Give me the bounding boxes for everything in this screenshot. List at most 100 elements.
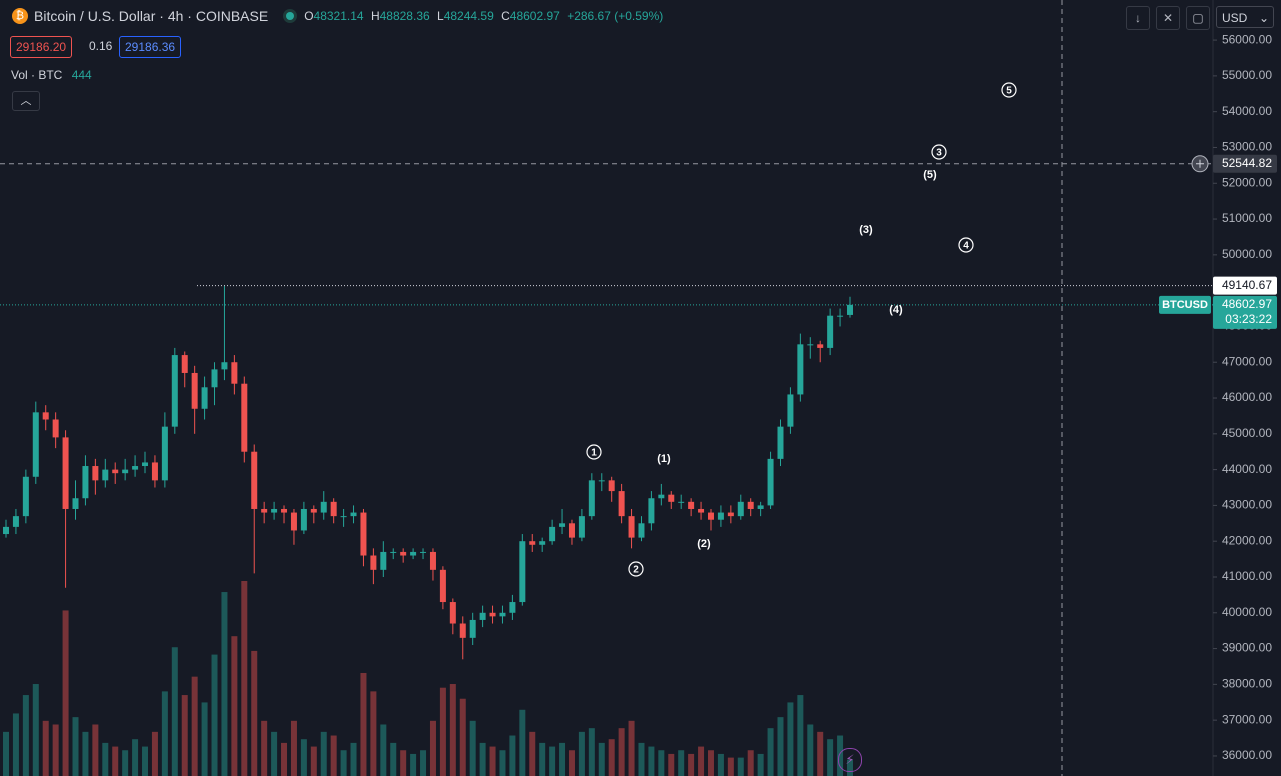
candle-body	[171, 355, 178, 427]
candle-body	[578, 516, 585, 538]
volume-bar	[122, 750, 129, 776]
volume-bar	[12, 713, 19, 776]
wave-circle	[958, 237, 974, 253]
collapse-panes-button[interactable]: ✕	[1156, 6, 1180, 30]
y-tick-label: 55000.00	[1222, 68, 1272, 82]
volume-bar	[678, 750, 685, 776]
wave-label: (3)	[859, 224, 873, 236]
wave-circle	[1001, 82, 1017, 98]
volume-bar	[380, 724, 387, 776]
candle-body	[221, 362, 228, 370]
candle-body	[568, 523, 575, 538]
candle-body	[598, 480, 605, 482]
candle-body	[449, 602, 456, 624]
candle-body	[161, 426, 168, 481]
candle-body	[52, 419, 59, 438]
add-alert-icon	[1196, 159, 1204, 168]
volume-bar	[608, 739, 615, 776]
volume-bar	[827, 739, 834, 776]
wave-circle	[628, 561, 644, 577]
last-price-label: 48602.97	[1222, 297, 1272, 311]
volume-bar	[310, 746, 317, 776]
candle-body	[410, 551, 417, 556]
volume-bar	[499, 750, 506, 776]
candle-body	[757, 505, 764, 509]
y-tick-label: 45000.00	[1222, 426, 1272, 440]
candle-body	[608, 480, 615, 492]
maximize-button[interactable]: ▢	[1186, 6, 1210, 30]
volume-bar	[519, 709, 526, 776]
candle-body	[737, 501, 744, 517]
candle-body	[479, 612, 486, 620]
candle-body	[767, 458, 774, 506]
high-label-box	[1213, 276, 1277, 295]
wave-label: 1	[591, 448, 597, 459]
volume-bar	[668, 753, 675, 776]
sell-price[interactable]: 29186.20	[10, 36, 73, 58]
volume-value: 444	[71, 68, 92, 82]
candle-body	[499, 612, 506, 617]
candle-body	[290, 512, 297, 531]
candle-body	[837, 315, 844, 317]
candle-body	[827, 315, 834, 348]
wave-circle	[931, 144, 947, 160]
close-value: 48602.97	[509, 9, 560, 23]
candle-body	[638, 523, 645, 538]
volume-bar	[290, 720, 297, 776]
symbol-title[interactable]: Bitcoin / U.S. Dollar · 4h · COINBASE	[34, 8, 269, 24]
candle-body	[72, 498, 79, 509]
volume-bar	[132, 739, 139, 776]
volume-bar	[231, 636, 238, 776]
candle-body	[459, 623, 466, 638]
y-tick-label: 46000.00	[1222, 390, 1272, 404]
candle-body	[489, 612, 496, 617]
volume-bar	[112, 746, 119, 776]
candle-body	[370, 555, 377, 570]
candle-body	[92, 466, 99, 481]
collapse-button[interactable]: ︿	[12, 91, 40, 111]
wave-label: (4)	[889, 304, 903, 316]
volume-bar	[529, 731, 536, 776]
volume-bar	[628, 720, 635, 776]
wave-label: (2)	[697, 538, 711, 550]
candle-body	[400, 551, 407, 556]
candle-body	[509, 602, 516, 613]
candle-body	[817, 344, 824, 348]
candle-body	[439, 569, 446, 603]
volume-bar	[271, 731, 278, 776]
candle-body	[747, 501, 754, 509]
candle-body	[807, 344, 814, 346]
buy-price[interactable]: 29186.36	[119, 36, 182, 58]
volume-bar	[62, 610, 69, 776]
flash-icon[interactable]: ⚡	[838, 748, 862, 772]
volume-bar	[102, 742, 109, 776]
candle-body	[727, 512, 734, 517]
currency-select[interactable]: USD ⌄	[1216, 6, 1274, 28]
candle-body	[181, 355, 188, 373]
volume-bar	[767, 728, 774, 776]
y-tick-label: 40000.00	[1222, 605, 1272, 619]
high-label: 49140.67	[1222, 278, 1272, 292]
volume-bar	[201, 702, 208, 776]
candle-body	[261, 508, 268, 513]
scroll-button[interactable]: ↓	[1126, 6, 1150, 30]
candle-body	[588, 480, 595, 517]
candle-body	[707, 512, 714, 520]
volume-bar	[847, 759, 853, 776]
volume-bar	[469, 720, 476, 776]
y-tick-label: 51000.00	[1222, 211, 1272, 225]
candle-body	[42, 412, 49, 420]
volume-bar	[449, 684, 456, 776]
candle-body	[717, 512, 724, 520]
volume-bar	[22, 695, 29, 776]
candle-body	[658, 494, 665, 499]
candle-body	[151, 462, 158, 481]
volume-bar	[648, 746, 655, 776]
symbol-tag-box	[1159, 295, 1211, 314]
y-tick-label: 44000.00	[1222, 462, 1272, 476]
candle-body	[281, 508, 288, 513]
candle-body	[320, 501, 327, 513]
candle-body	[618, 491, 625, 517]
countdown: 03:23:22	[1225, 312, 1272, 326]
y-tick-label: 36000.00	[1222, 748, 1272, 762]
